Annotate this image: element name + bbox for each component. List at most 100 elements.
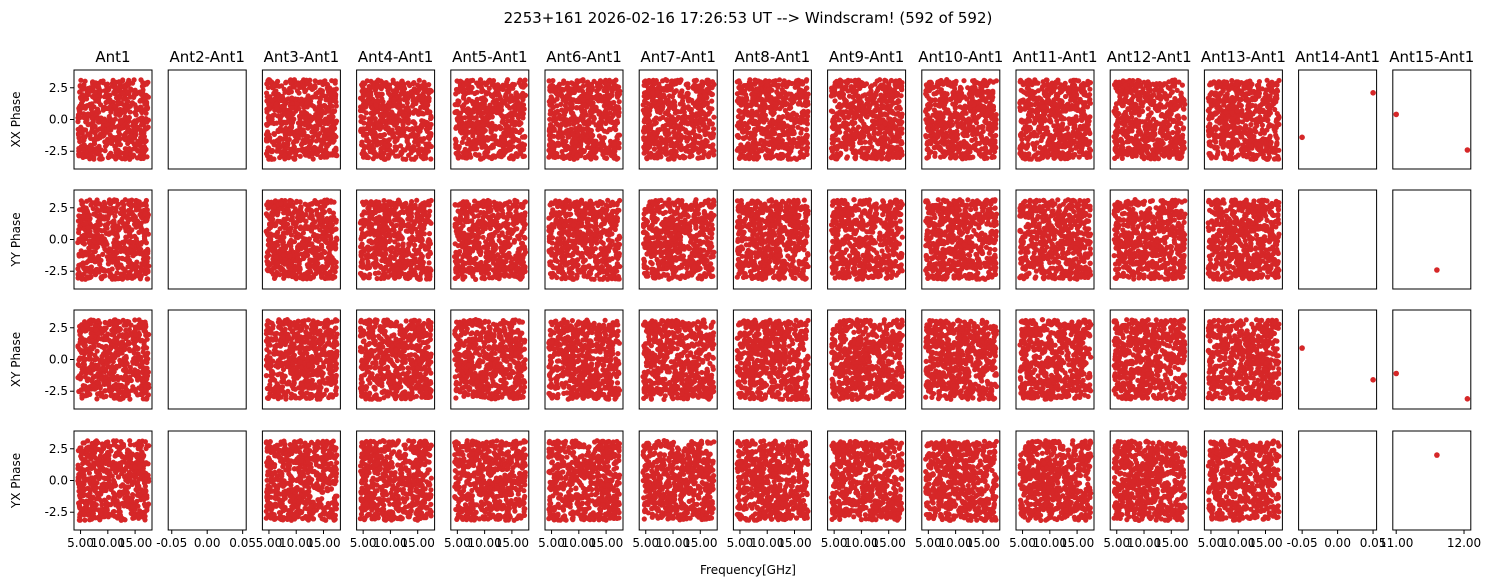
- data-point: [96, 99, 101, 104]
- data-point: [96, 456, 101, 461]
- data-point: [108, 201, 113, 206]
- data-point: [141, 489, 146, 494]
- data-point: [116, 141, 121, 146]
- data-point: [265, 232, 270, 237]
- data-point: [303, 224, 308, 229]
- data-point: [328, 359, 333, 364]
- data-point: [134, 269, 139, 274]
- data-point: [321, 135, 326, 140]
- data-point: [102, 200, 107, 205]
- data-point: [328, 376, 333, 381]
- data-point: [280, 507, 285, 512]
- data-point: [273, 386, 278, 391]
- data-point: [123, 354, 128, 359]
- data-point: [327, 209, 332, 214]
- data-point: [326, 395, 331, 400]
- data-point: [140, 134, 145, 139]
- data-point: [140, 468, 145, 473]
- data-point: [116, 509, 121, 514]
- data-point: [99, 502, 104, 507]
- data-point: [136, 230, 141, 235]
- data-point: [310, 361, 315, 366]
- data-point: [143, 439, 148, 444]
- data-point: [309, 208, 314, 213]
- panel-ant1-xy-phase: 2.50.0-2.5XY Phase: [9, 310, 152, 409]
- data-point: [126, 319, 131, 324]
- data-point: [294, 478, 299, 483]
- data-point: [304, 78, 309, 83]
- data-point: [76, 213, 81, 218]
- data-point: [266, 85, 271, 90]
- y-tick-label: 0.0: [49, 474, 68, 488]
- data-point: [307, 396, 312, 401]
- data-point: [111, 218, 116, 223]
- data-point: [324, 388, 329, 393]
- data-point: [134, 370, 139, 375]
- data-point: [84, 206, 89, 211]
- data-point: [77, 139, 82, 144]
- data-point: [317, 106, 322, 111]
- data-point: [109, 393, 114, 398]
- data-point: [307, 510, 312, 515]
- data-point: [288, 150, 293, 155]
- data-point: [144, 355, 149, 360]
- data-point: [295, 256, 300, 261]
- data-point: [334, 354, 339, 359]
- data-point: [130, 516, 135, 521]
- data-point: [130, 482, 135, 487]
- data-point: [325, 233, 330, 238]
- data-point: [101, 133, 106, 138]
- panel-ant2-ant1-yx-phase: -0.05 0.00 0.05: [156, 431, 256, 550]
- data-point: [93, 507, 98, 512]
- data-point: [273, 88, 278, 93]
- data-point: [112, 320, 117, 325]
- data-point: [334, 494, 339, 499]
- data-point: [277, 155, 282, 160]
- data-point: [106, 257, 111, 262]
- data-point: [280, 384, 285, 389]
- data-point: [281, 253, 286, 258]
- data-point: [295, 505, 300, 510]
- data-point: [144, 138, 149, 143]
- data-point: [130, 505, 135, 510]
- data-point: [93, 124, 98, 129]
- data-point: [88, 147, 93, 152]
- data-point: [319, 245, 324, 250]
- data-point: [329, 461, 334, 466]
- data-point: [134, 347, 139, 352]
- data-point: [120, 455, 125, 460]
- data-point: [330, 509, 335, 514]
- data-point: [273, 445, 278, 450]
- data-point: [77, 518, 82, 523]
- data-point: [333, 317, 338, 322]
- data-point: [85, 111, 90, 116]
- data-point: [93, 327, 98, 332]
- data-point: [326, 151, 331, 156]
- data-point: [266, 105, 271, 110]
- data-point: [101, 488, 106, 493]
- data-point: [274, 102, 279, 107]
- data-point: [319, 490, 324, 495]
- data-point: [91, 157, 96, 162]
- data-point: [314, 473, 319, 478]
- data-point: [270, 149, 275, 154]
- panel-frame: [168, 190, 246, 289]
- data-point: [89, 107, 94, 112]
- data-point: [319, 496, 324, 501]
- data-point: [333, 325, 338, 330]
- data-point: [136, 514, 141, 519]
- data-point: [135, 452, 140, 457]
- data-point: [290, 506, 295, 511]
- data-point: [131, 217, 136, 222]
- data-point: [97, 144, 102, 149]
- data-point: [99, 115, 104, 120]
- data-point: [75, 272, 80, 277]
- panel-grid: Ant12.50.0-2.5XX Phase2.50.0-2.5YY Phase…: [9, 48, 1481, 550]
- data-point: [321, 506, 326, 511]
- data-point: [276, 389, 281, 394]
- data-point: [296, 439, 301, 444]
- row-label-yy-phase: YY Phase: [9, 212, 23, 267]
- data-point: [98, 507, 103, 512]
- data-point: [266, 455, 271, 460]
- data-point: [323, 332, 328, 337]
